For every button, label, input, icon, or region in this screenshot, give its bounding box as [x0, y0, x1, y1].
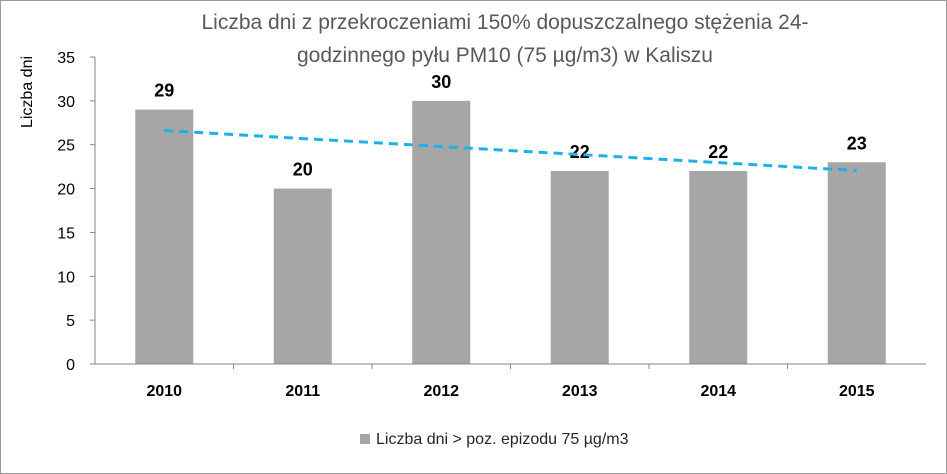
data-labels: 29 20 30 22 22 23	[154, 72, 867, 180]
x-tick-labels: 2010 2011 2012 2013 2014 2015	[146, 364, 875, 400]
x-tick-label: 2014	[700, 383, 736, 400]
x-tick-label: 2013	[562, 383, 598, 400]
trend-line	[164, 129, 857, 173]
x-tick-label: 2011	[285, 383, 320, 400]
legend-swatch	[360, 434, 370, 444]
y-tick-label: 10	[57, 269, 75, 286]
bar	[550, 171, 609, 364]
y-tick-label: 5	[66, 313, 75, 330]
chart-title-line-2: godzinnego pyłu PM10 (75 µg/m3) w Kalisz…	[297, 44, 713, 67]
y-tick-label: 15	[57, 225, 75, 242]
data-label: 23	[847, 133, 867, 153]
data-label: 22	[570, 142, 590, 162]
data-label: 29	[154, 81, 174, 101]
bar	[827, 162, 886, 364]
x-tick-label: 2010	[146, 383, 182, 400]
x-tick-label: 2015	[839, 383, 875, 400]
y-tick-labels: 0 5 10 15 20 25 30 35	[57, 50, 95, 374]
data-label: 30	[431, 72, 451, 92]
y-axis-label: Liczba dni	[19, 56, 36, 128]
bar	[412, 100, 471, 364]
y-tick-label: 0	[66, 357, 75, 374]
chart-title-line-1: Liczba dni z przekroczeniami 150% dopusz…	[201, 11, 808, 34]
x-tick-label: 2012	[423, 383, 459, 400]
data-label: 22	[708, 142, 728, 162]
y-tick-label: 20	[57, 182, 75, 199]
bars	[135, 100, 886, 364]
y-tick-label: 35	[57, 50, 75, 67]
data-label: 20	[293, 160, 313, 180]
bar	[689, 171, 748, 364]
y-tick-label: 25	[57, 138, 75, 155]
bar	[135, 109, 194, 364]
bar	[273, 188, 332, 364]
legend: Liczba dni > poz. epizodu 75 µg/m3	[360, 431, 629, 448]
legend-label: Liczba dni > poz. epizodu 75 µg/m3	[376, 431, 629, 448]
y-tick-label: 30	[57, 94, 75, 111]
